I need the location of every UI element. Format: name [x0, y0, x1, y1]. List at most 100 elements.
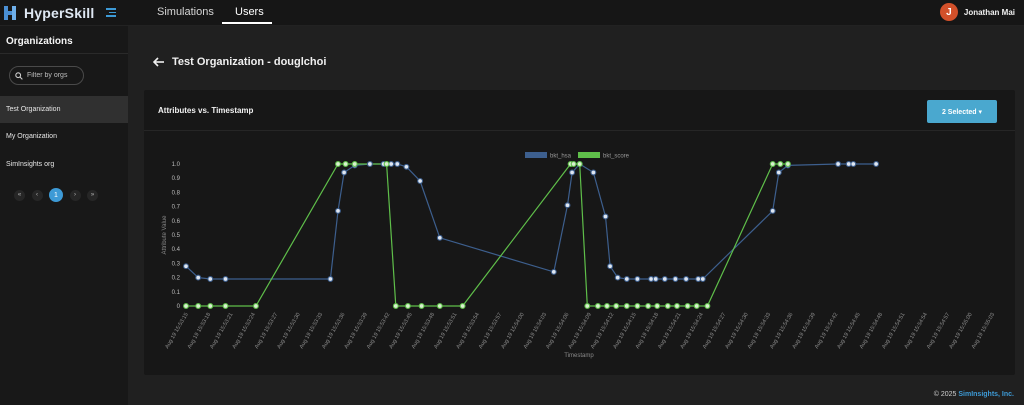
data-point [769, 161, 776, 167]
x-tick-label: Aug 19 15:54:51 [881, 312, 906, 350]
y-tick-label: 0.5 [172, 233, 181, 239]
active-tab-indicator [222, 22, 272, 24]
data-point [769, 207, 776, 214]
data-point [383, 161, 390, 167]
data-point [590, 169, 597, 176]
prev-page-button[interactable]: ‹ [31, 189, 43, 201]
data-point [569, 169, 576, 176]
footer: © 2025 SimInsights, Inc. [934, 391, 1014, 398]
divider [0, 53, 128, 54]
legend-entry: bkt_score [603, 154, 630, 160]
y-tick-label: 0.8 [172, 190, 181, 196]
x-tick-label: Aug 19 15:55:03 [971, 312, 996, 350]
next-page-button[interactable]: › [69, 189, 81, 201]
avatar[interactable]: J [939, 3, 958, 21]
data-point [674, 303, 680, 309]
data-point [341, 169, 348, 176]
tab-users[interactable]: Users [235, 6, 264, 18]
data-point [683, 276, 690, 282]
app-name: HyperSkill [24, 5, 95, 21]
data-point [436, 234, 443, 241]
data-point [604, 303, 610, 309]
main-content: Test Organization - douglchoi Attributes… [128, 26, 1024, 405]
data-point [873, 161, 880, 167]
x-tick-label: Aug 19 15:53:51 [433, 312, 458, 350]
x-tick-label: Aug 19 15:53:42 [366, 312, 391, 350]
data-point [417, 178, 424, 184]
data-point [672, 276, 679, 282]
data-point [459, 303, 466, 309]
x-tick-label: Aug 19 15:54:12 [590, 312, 615, 350]
data-point [634, 276, 641, 282]
data-point [335, 161, 341, 167]
x-tick-label: Aug 19 15:54:36 [769, 312, 794, 350]
filter-orgs-input[interactable] [27, 72, 79, 79]
x-tick-label: Aug 19 15:54:24 [680, 312, 705, 350]
brand[interactable]: HyperSkill [4, 5, 94, 21]
data-point [195, 274, 202, 281]
data-point [207, 303, 214, 309]
x-tick-label: Aug 19 15:53:21 [209, 312, 234, 350]
data-point [335, 207, 341, 214]
data-point [366, 161, 373, 167]
y-tick-label: 0.7 [172, 205, 181, 211]
y-tick-label: 0.3 [172, 261, 181, 267]
x-tick-label: Aug 19 15:53:54 [456, 312, 481, 350]
data-point [418, 303, 425, 309]
data-point [835, 161, 842, 167]
tab-simulations[interactable]: Simulations [157, 6, 214, 18]
first-page-button[interactable]: « [14, 189, 25, 201]
data-point [623, 303, 630, 309]
back-arrow-icon[interactable] [153, 57, 165, 67]
sidebar: Organizations Test Organization My Organ… [0, 26, 128, 405]
data-point [394, 161, 401, 167]
data-point [594, 303, 601, 309]
data-point [392, 303, 399, 309]
data-point [704, 303, 711, 309]
x-tick-label: Aug 19 15:53:39 [344, 312, 369, 350]
y-axis-label: Attribute Value [162, 215, 168, 255]
sidebar-item-test-organization[interactable]: Test Organization [0, 96, 128, 123]
data-point [351, 161, 358, 167]
data-point [664, 303, 671, 309]
data-point [403, 163, 410, 170]
sidebar-item-siminsights-org[interactable]: SimInsights org [6, 161, 55, 168]
x-tick-label: Aug 19 15:53:48 [411, 312, 436, 350]
x-tick-label: Aug 19 15:53:57 [478, 312, 503, 350]
x-tick-label: Aug 19 15:54:06 [545, 312, 570, 350]
card-header: Attributes vs. Timestamp 2 Selected ▾ [144, 90, 1015, 131]
data-point [222, 303, 229, 309]
filter-box[interactable] [9, 66, 84, 85]
data-point [634, 303, 641, 309]
x-tick-label: Aug 19 15:54:54 [904, 312, 929, 350]
attribute-select-button[interactable]: 2 Selected ▾ [927, 100, 997, 123]
sidebar-title: Organizations [6, 36, 73, 47]
data-point [652, 276, 659, 282]
data-point [661, 276, 668, 282]
x-tick-label: Aug 19 15:53:18 [187, 312, 212, 350]
data-point [576, 161, 583, 167]
user-menu[interactable]: J Jonathan Mai [939, 3, 1015, 21]
series-line-bkt_hsa [185, 163, 877, 280]
data-point [784, 161, 791, 167]
y-tick-label: 0.9 [172, 176, 181, 182]
current-page-button[interactable]: 1 [49, 188, 63, 202]
data-point [404, 303, 411, 309]
data-point [699, 276, 706, 282]
menu-toggle-icon[interactable] [106, 8, 116, 17]
data-point [613, 303, 620, 309]
company-link[interactable]: SimInsights, Inc. [958, 391, 1014, 398]
data-point [645, 303, 652, 309]
data-point [564, 202, 571, 209]
y-tick-label: 0.6 [172, 219, 181, 225]
data-point [775, 169, 782, 176]
data-point [850, 161, 857, 167]
legend-entry: bkt_hsa [550, 154, 572, 160]
last-page-button[interactable]: » [87, 189, 98, 201]
x-tick-label: Aug 19 15:54:57 [926, 312, 951, 350]
sidebar-item-my-organization[interactable]: My Organization [6, 133, 57, 140]
legend-swatch [578, 152, 600, 158]
y-tick-label: 0.1 [172, 290, 181, 296]
data-point [183, 303, 189, 309]
